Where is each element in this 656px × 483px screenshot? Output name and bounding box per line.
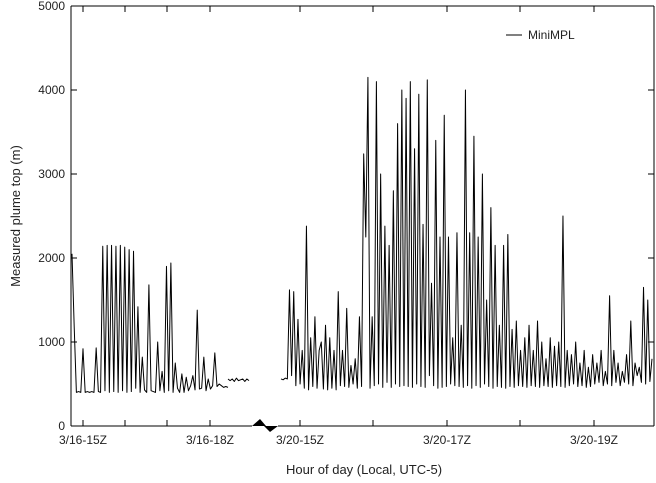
y-tick-label: 1000 <box>38 335 65 349</box>
plot-area <box>70 5 655 427</box>
x-tick-label: 3/16-15Z <box>59 433 107 447</box>
series-line-miniMPL-segment-3 <box>280 76 653 391</box>
y-tick-label: 4000 <box>38 83 65 97</box>
y-axis-ticks: 0 1000 2000 3000 4000 5000 <box>38 0 654 433</box>
x-axis-title: Hour of day (Local, UTC-5) <box>286 462 442 477</box>
x-tick-label: 3/20-15Z <box>276 433 324 447</box>
x-tick-label: 3/16-18Z <box>186 433 234 447</box>
x-axis-ticks: 3/16-15Z 3/16-18Z 3/20-15Z 3/20-17Z 3/20-19Z <box>59 6 618 447</box>
axis-break <box>252 419 278 432</box>
x-tick-label: 3/20-19Z <box>570 433 618 447</box>
legend-label-miniMPL: MiniMPL <box>528 28 575 42</box>
series-layer <box>71 76 653 393</box>
axis-break-mark-right <box>264 426 278 432</box>
legend: MiniMPL <box>506 28 575 42</box>
y-axis-title: Measured plume top (m) <box>8 145 23 287</box>
series-line-miniMPL-segment-2 <box>227 377 250 382</box>
x-tick-label: 3/20-17Z <box>423 433 471 447</box>
y-tick-label: 2000 <box>38 251 65 265</box>
y-tick-label: 3000 <box>38 167 65 181</box>
y-tick-label: 5000 <box>38 0 65 13</box>
y-tick-label: 0 <box>58 419 65 433</box>
axis-break-mark-left <box>252 419 266 426</box>
series-line-miniMPL-segment-1 <box>71 244 229 393</box>
